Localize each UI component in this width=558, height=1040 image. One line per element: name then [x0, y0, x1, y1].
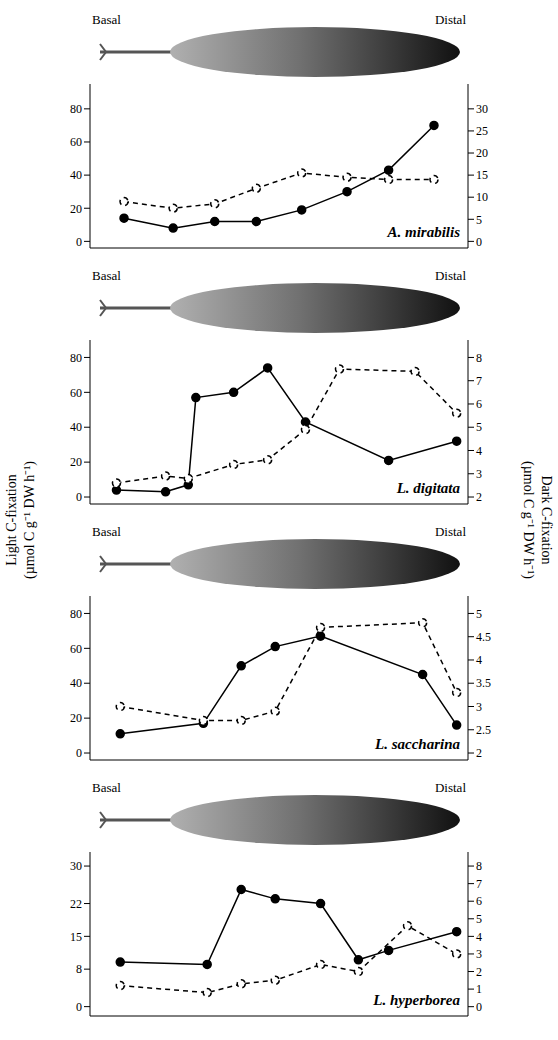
svg-text:10: 10 — [476, 190, 488, 204]
svg-text:80: 80 — [70, 351, 82, 365]
svg-text:8: 8 — [76, 962, 82, 976]
svg-text:3: 3 — [476, 947, 482, 961]
svg-text:4.5: 4.5 — [476, 630, 491, 644]
svg-text:4: 4 — [476, 653, 482, 667]
svg-text:0: 0 — [76, 1000, 82, 1014]
svg-text:20: 20 — [70, 202, 82, 216]
svg-text:80: 80 — [70, 607, 82, 621]
svg-text:Light C-fixation: Light C-fixation — [4, 474, 19, 565]
svg-text:60: 60 — [70, 386, 82, 400]
svg-text:Distal: Distal — [435, 780, 466, 795]
svg-text:5: 5 — [476, 912, 482, 926]
svg-text:Basal: Basal — [92, 780, 121, 795]
svg-text:60: 60 — [70, 135, 82, 149]
svg-text:25: 25 — [476, 124, 488, 138]
svg-text:6: 6 — [476, 894, 482, 908]
svg-text:7: 7 — [476, 877, 482, 891]
svg-text:30: 30 — [70, 859, 82, 873]
svg-text:Distal: Distal — [435, 12, 466, 27]
svg-text:Distal: Distal — [435, 268, 466, 283]
svg-text:20: 20 — [70, 455, 82, 469]
svg-text:1: 1 — [476, 982, 482, 996]
svg-text:40: 40 — [70, 420, 82, 434]
svg-text:5: 5 — [476, 213, 482, 227]
svg-text:(µmol C g⁻¹ DW h⁻¹): (µmol C g⁻¹ DW h⁻¹) — [22, 461, 38, 579]
svg-text:5: 5 — [476, 607, 482, 621]
svg-text:4: 4 — [476, 444, 482, 458]
svg-text:40: 40 — [70, 168, 82, 182]
svg-text:6: 6 — [476, 397, 482, 411]
svg-text:40: 40 — [70, 676, 82, 690]
svg-text:3: 3 — [476, 700, 482, 714]
svg-text:Dark C-fixation: Dark C-fixation — [539, 475, 554, 564]
svg-text:8: 8 — [476, 859, 482, 873]
html-text:L. digitata: L. digitata — [396, 480, 460, 496]
svg-text:15: 15 — [476, 168, 488, 182]
svg-text:8: 8 — [476, 351, 482, 365]
svg-text:2: 2 — [476, 490, 482, 504]
html-text:L. hyperborea: L. hyperborea — [373, 992, 460, 1008]
svg-text:Basal: Basal — [92, 268, 121, 283]
svg-text:20: 20 — [476, 146, 488, 160]
svg-text:0: 0 — [76, 235, 82, 249]
svg-text:2: 2 — [476, 746, 482, 760]
svg-text:5: 5 — [476, 420, 482, 434]
svg-text:0: 0 — [76, 490, 82, 504]
svg-text:(µmol C g⁻¹ DW h⁻¹): (µmol C g⁻¹ DW h⁻¹) — [520, 461, 536, 579]
svg-text:15: 15 — [70, 930, 82, 944]
svg-text:80: 80 — [70, 102, 82, 116]
svg-text:20: 20 — [70, 711, 82, 725]
svg-text:30: 30 — [476, 102, 488, 116]
svg-text:Basal: Basal — [92, 524, 121, 539]
svg-text:2: 2 — [476, 965, 482, 979]
svg-text:7: 7 — [476, 374, 482, 388]
svg-text:0: 0 — [476, 1000, 482, 1014]
svg-text:Basal: Basal — [92, 12, 121, 27]
html-text:L. saccharina: L. saccharina — [375, 736, 460, 752]
svg-text:22: 22 — [70, 897, 82, 911]
svg-text:60: 60 — [70, 642, 82, 656]
svg-text:2.5: 2.5 — [476, 723, 491, 737]
html-text:A. mirabilis: A. mirabilis — [387, 224, 460, 240]
svg-text:0: 0 — [76, 746, 82, 760]
svg-text:0: 0 — [476, 235, 482, 249]
svg-text:3.5: 3.5 — [476, 676, 491, 690]
svg-text:3: 3 — [476, 467, 482, 481]
svg-text:Distal: Distal — [435, 524, 466, 539]
svg-text:4: 4 — [476, 930, 482, 944]
